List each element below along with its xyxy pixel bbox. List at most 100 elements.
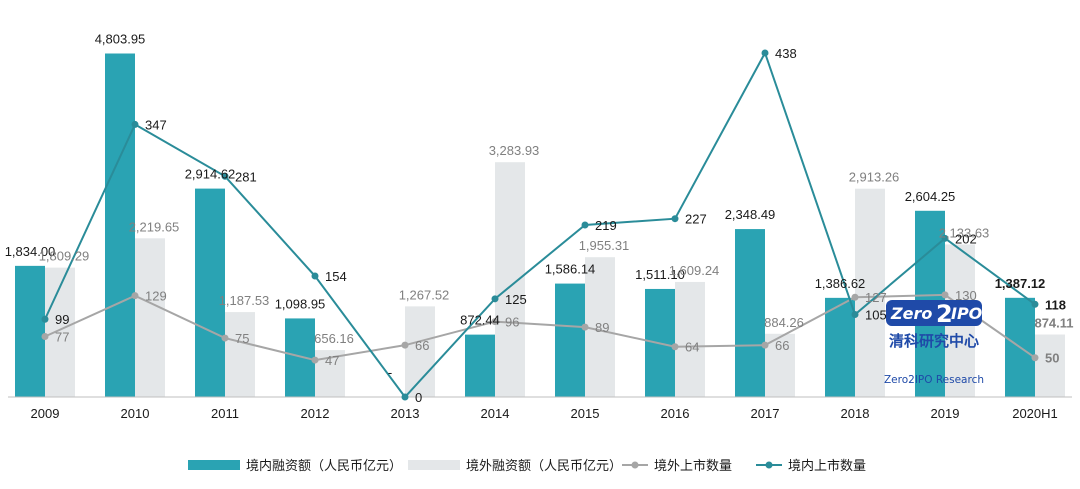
bar-overseas-2011	[225, 312, 255, 397]
legend-label-domestic-financing: 境内融资额（人民币亿元）	[246, 458, 402, 473]
bar-overseas-2016	[675, 281, 705, 397]
point-overseas-listings-2018	[851, 293, 859, 301]
point-domestic-listings-2018	[851, 311, 859, 319]
x-tick-2016: 2016	[661, 406, 690, 421]
line-domestic-listings	[44, 50, 1036, 399]
point-overseas-listings-2016	[671, 343, 679, 351]
label-overseas-listings-2009: 77	[55, 330, 69, 345]
bar-overseas-2015	[585, 257, 615, 397]
legend-label-overseas-financing: 境外融资额（人民币亿元）	[466, 458, 622, 473]
logo-cn-name: 清科研究中心	[889, 332, 979, 350]
lines-layer	[41, 49, 1039, 401]
zero2ipo-logo: Zero 2 IPO 清科研究中心 Zero2IPO Research	[884, 300, 984, 386]
label-domestic-2014: 872.44	[460, 313, 500, 328]
point-overseas-listings-2009	[41, 333, 49, 341]
label-overseas-listings-2010: 129	[145, 289, 167, 304]
label-overseas-2017: 884.26	[764, 315, 804, 330]
bar-domestic-2015	[555, 283, 585, 397]
label-domestic-listings-2012: 154	[325, 269, 347, 284]
bar-labels-layer: 1,834.001,809.29 4,803.95 2,219.65 2,914.62…	[5, 32, 1074, 381]
point-domestic-listings-2014	[491, 295, 499, 303]
label-domestic-listings-2011: 281	[235, 169, 257, 184]
point-overseas-listings-2019	[941, 291, 949, 299]
label-overseas-listings-2015: 89	[595, 320, 609, 335]
bar-overseas-2020H1	[1035, 334, 1065, 397]
label-overseas-listings-2017: 66	[775, 338, 789, 353]
label-overseas-listings-2014: 96	[505, 315, 519, 330]
label-domestic-2018: 1,386.62	[815, 276, 866, 291]
legend-label-overseas-listings: 境外上市数量	[654, 458, 732, 473]
label-domestic-listings-2010: 347	[145, 117, 167, 132]
point-overseas-listings-2017	[761, 341, 769, 349]
logo-badge	[886, 300, 982, 326]
label-domestic-listings-2016: 227	[685, 212, 707, 227]
x-tick-2020H1: 2020H1	[1012, 406, 1058, 421]
bar-domestic-2017	[735, 229, 765, 397]
label-overseas-listings-2013: 66	[415, 338, 429, 353]
legend-marker-overseas-listings	[631, 461, 639, 469]
x-tick-labels: 2009 2010 2011 2012 2013 2014 2015 2016 2017 2018…	[31, 406, 1058, 421]
label-overseas-2014: 3,283.93	[489, 143, 540, 158]
label-domestic-listings-2018: 105	[865, 308, 887, 323]
bar-domestic-2014	[465, 334, 495, 397]
label-domestic-2011: 2,914.62	[185, 167, 236, 182]
label-overseas-listings-2018: 127	[865, 290, 887, 305]
point-overseas-listings-2012	[311, 356, 319, 364]
point-domestic-listings-2009	[41, 315, 49, 323]
bar-domestic-2010	[105, 53, 135, 397]
point-domestic-listings-2015	[581, 221, 589, 229]
bar-domestic-2011	[195, 188, 225, 397]
point-overseas-listings-2013	[401, 341, 409, 349]
label-overseas-listings-2020H1: 50	[1045, 351, 1059, 366]
label-domestic-listings-2019: 202	[955, 231, 977, 246]
bar-overseas-2010	[135, 238, 165, 397]
x-tick-2011: 2011	[211, 406, 239, 421]
bar-domestic-2009	[15, 265, 45, 397]
label-domestic-2019: 2,604.25	[905, 189, 956, 204]
label-overseas-listings-2019: 130	[955, 288, 977, 303]
label-overseas-2015: 1,955.31	[579, 238, 630, 253]
point-overseas-listings-2020H1	[1031, 354, 1039, 362]
bars-layer	[15, 53, 1065, 397]
point-overseas-listings-2010	[131, 292, 139, 300]
label-overseas-2016: 1,609.24	[669, 263, 720, 278]
point-domestic-listings-2020H1	[1031, 300, 1039, 308]
label-domestic-listings-2014: 125	[505, 292, 527, 307]
label-domestic-listings-2017: 438	[775, 46, 797, 61]
point-domestic-listings-2019	[941, 234, 949, 242]
point-domestic-listings-2013	[401, 393, 409, 401]
bar-overseas-2017	[765, 333, 795, 397]
logo-en-name: Zero2IPO Research	[884, 374, 984, 386]
label-overseas-2020H1: 874.11	[1034, 315, 1073, 330]
x-tick-2010: 2010	[121, 406, 150, 421]
label-domestic-2017: 2,348.49	[725, 207, 776, 222]
label-overseas-listings-2011: 75	[235, 331, 249, 346]
label-domestic-listings-2009: 99	[55, 312, 69, 327]
point-domestic-listings-2010	[131, 120, 139, 128]
label-domestic-2020H1: 1,387.12	[995, 276, 1046, 291]
x-tick-2009: 2009	[31, 406, 60, 421]
label-overseas-2013: 1,267.52	[399, 287, 450, 302]
bar-overseas-2014	[495, 162, 525, 397]
bar-domestic-2018	[825, 297, 855, 397]
point-overseas-listings-2011	[221, 334, 229, 342]
legend: 境内融资额（人民币亿元） 境外融资额（人民币亿元） 境外上市数量 境内上市数量	[188, 458, 866, 473]
x-tick-2014: 2014	[481, 406, 510, 421]
label-domestic-2015: 1,586.14	[545, 262, 596, 277]
legend-label-domestic-listings: 境内上市数量	[788, 458, 866, 473]
label-domestic-2010: 4,803.95	[95, 32, 146, 47]
label-overseas-2018: 2,913.26	[849, 170, 900, 185]
bar-domestic-2012	[285, 318, 315, 397]
bar-overseas-2009	[45, 267, 75, 397]
point-domestic-listings-2016	[671, 215, 679, 223]
label-domestic-2009: 1,834.00	[5, 244, 56, 259]
line-overseas-listings	[44, 293, 1036, 362]
x-tick-2013: 2013	[391, 406, 420, 421]
label-domestic-2013: -	[388, 365, 392, 380]
logo-brand-right: IPO	[951, 304, 983, 323]
legend-swatch-overseas-financing	[408, 460, 460, 470]
label-domestic-listings-2015: 219	[595, 218, 617, 233]
label-overseas-listings-2012: 47	[325, 353, 339, 368]
x-tick-2018: 2018	[841, 406, 870, 421]
